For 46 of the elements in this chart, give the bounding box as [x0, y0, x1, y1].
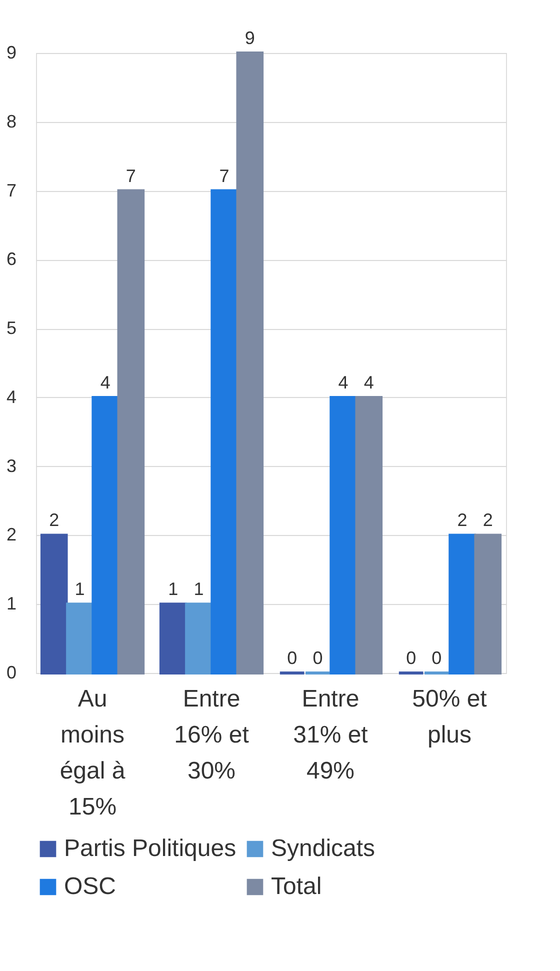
- bar: [448, 534, 476, 674]
- data-label: 1: [194, 579, 204, 600]
- y-tick-label: 3: [6, 456, 16, 476]
- data-label: 4: [364, 372, 374, 392]
- legend-label: Partis Politiques: [64, 835, 236, 862]
- bar: [355, 396, 383, 674]
- x-tick-label: Entre 31% et 49%: [293, 686, 368, 784]
- data-label: 4: [338, 372, 348, 392]
- data-label: 2: [49, 510, 60, 530]
- legend-label: Syndicats: [271, 835, 376, 862]
- y-tick-label: 7: [6, 180, 16, 200]
- data-label: 7: [126, 166, 136, 186]
- legend-label: Total: [271, 873, 322, 900]
- y-tick-label: 2: [6, 524, 16, 545]
- data-label: 1: [74, 579, 85, 600]
- x-tick-label: 50% et plus: [412, 686, 488, 748]
- y-tick-label: 5: [6, 318, 16, 338]
- bar: [66, 602, 94, 674]
- data-label: 0: [287, 648, 298, 668]
- data-label: 2: [482, 510, 493, 530]
- data-label: 7: [219, 166, 230, 186]
- data-label: 2: [457, 510, 468, 530]
- bar: [210, 189, 238, 674]
- data-label: 0: [312, 648, 323, 668]
- bar: [92, 396, 119, 674]
- data-label: 9: [244, 28, 255, 48]
- legend-label: OSC: [64, 873, 116, 900]
- bar: [185, 602, 212, 674]
- y-tick-label: 8: [6, 111, 16, 132]
- data-label: 1: [168, 579, 178, 600]
- y-tick-label: 6: [6, 249, 16, 270]
- y-tick-label: 1: [6, 594, 16, 614]
- bar: [236, 52, 264, 674]
- bar: [117, 189, 145, 674]
- x-tick-label: Entre 16% et 30%: [174, 686, 250, 784]
- y-tick-label: 4: [6, 386, 16, 407]
- data-label: 0: [432, 648, 442, 668]
- bar: [474, 534, 502, 674]
- y-tick-label: 9: [6, 42, 16, 62]
- x-tick-label: Au moins égal à 15%: [60, 686, 126, 820]
- bar: [159, 602, 187, 674]
- y-tick-label: 0: [6, 662, 16, 682]
- bar: [40, 534, 68, 674]
- data-label: 0: [406, 648, 416, 668]
- bar: [330, 396, 357, 674]
- data-label: 4: [100, 372, 110, 392]
